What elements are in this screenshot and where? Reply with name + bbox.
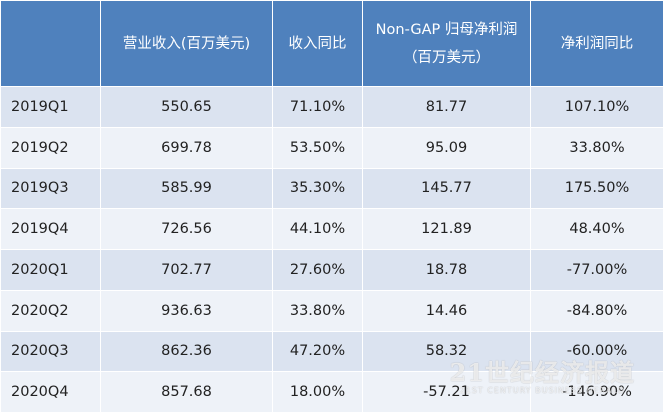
header-cell: Non-GAP 归母净利润 （百万美元） [362,0,531,87]
cell: 585.99 [100,167,273,210]
table-row: 2020Q2 936.63 33.80% 14.46 -84.80% [0,289,663,332]
cell: -77.00% [530,249,663,291]
cell: 33.80% [530,126,663,169]
header-line: Non-GAP 归母净利润 [375,21,518,38]
row-label: 2020Q3 [0,330,101,373]
cell: 14.46 [362,289,531,332]
cell: 550.65 [100,86,273,128]
table-row: 2020Q1 702.77 27.60% 18.78 -77.00% [0,249,663,291]
cell: -60.00% [530,330,663,373]
header-line: （百万美元） [403,49,490,66]
cell: 175.50% [530,167,663,210]
table-body: 2019Q1 550.65 71.10% 81.77 107.10% 2019Q2 699.… [0,86,663,413]
cell: 121.89 [362,208,531,250]
cell: 95.09 [362,126,531,169]
header-cell: 净利润同比 [530,0,663,87]
cell: 27.60% [272,249,363,291]
cell: 47.20% [272,330,363,373]
row-label: 2019Q3 [0,167,101,210]
cell: 44.10% [272,208,363,250]
cell: 81.77 [362,86,531,128]
row-label: 2020Q4 [0,371,101,413]
cell: -146.90% [530,371,663,413]
row-label: 2019Q4 [0,208,101,250]
cell: 18.78 [362,249,531,291]
cell: 699.78 [100,126,273,169]
header-cell: 营业收入(百万美元) [100,0,273,87]
cell: 33.80% [272,289,363,332]
cell: 35.30% [272,167,363,210]
cell: 71.10% [272,86,363,128]
table-row: 2019Q4 726.56 44.10% 121.89 48.40% [0,208,663,250]
header-row: 营业收入(百万美元) 收入同比 Non-GAP 归母净利润 （百万美元） 净利润同比 [0,0,663,87]
cell: 145.77 [362,167,531,210]
table-row: 2020Q4 857.68 18.00% -57.21 -146.90% [0,371,663,413]
row-label: 2020Q1 [0,249,101,291]
row-label: 2020Q2 [0,289,101,332]
table-row: 2019Q1 550.65 71.10% 81.77 107.10% [0,86,663,128]
cell: 702.77 [100,249,273,291]
table-row: 2019Q3 585.99 35.30% 145.77 175.50% [0,167,663,210]
table-row: 2020Q3 862.36 47.20% 58.32 -60.00% [0,330,663,373]
cell: -84.80% [530,289,663,332]
table-row: 2019Q2 699.78 53.50% 95.09 33.80% [0,126,663,169]
header-cell [0,0,101,87]
row-label: 2019Q2 [0,126,101,169]
cell: 48.40% [530,208,663,250]
cell: 726.56 [100,208,273,250]
cell: -57.21 [362,371,531,413]
cell: 107.10% [530,86,663,128]
cell: 58.32 [362,330,531,373]
cell: 857.68 [100,371,273,413]
row-label: 2019Q1 [0,86,101,128]
cell: 53.50% [272,126,363,169]
cell: 936.63 [100,289,273,332]
cell: 862.36 [100,330,273,373]
header-cell: 收入同比 [272,0,363,87]
cell: 18.00% [272,371,363,413]
